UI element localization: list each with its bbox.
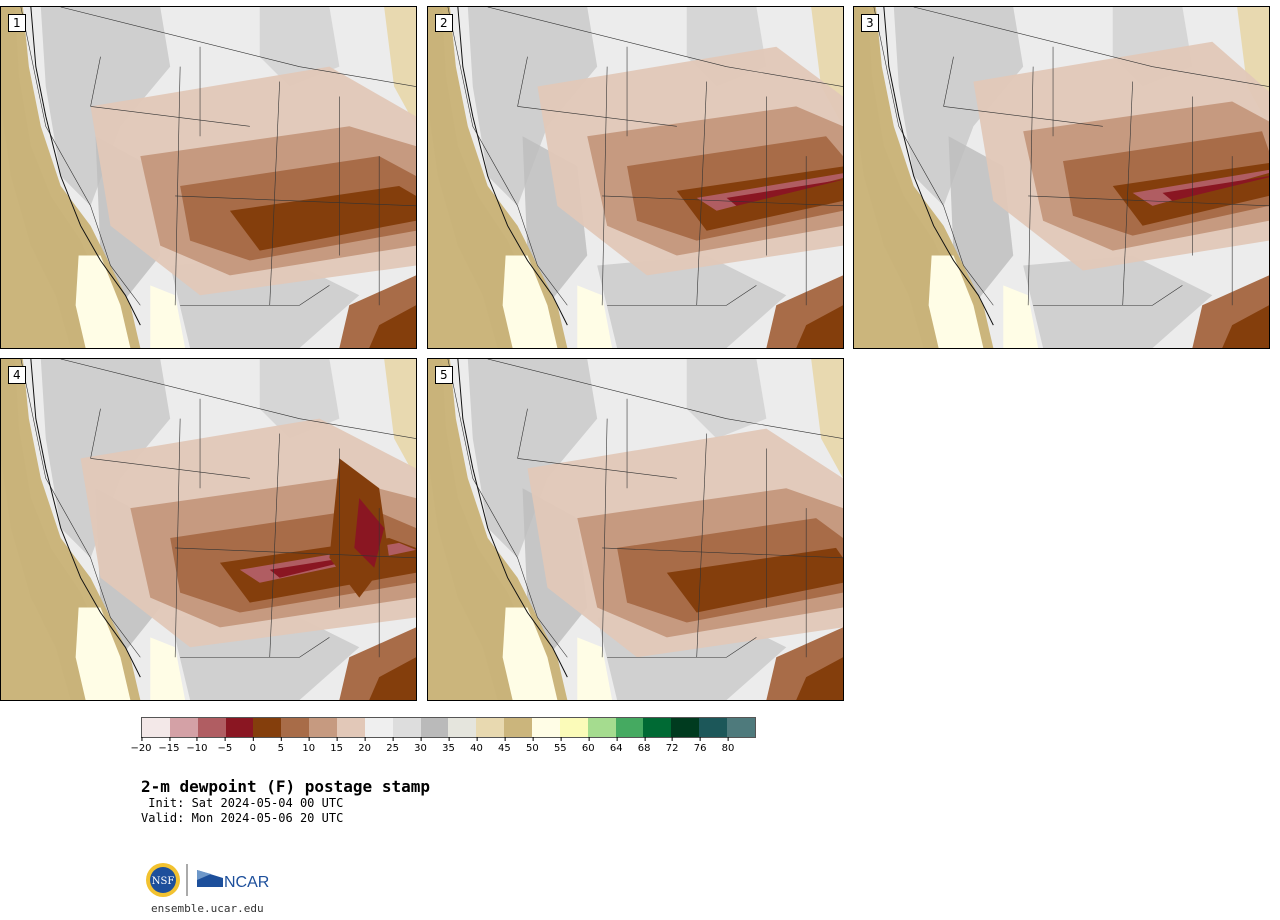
colorbar-swatch xyxy=(169,718,198,737)
stamp-panel-4[interactable]: 4 xyxy=(0,358,417,701)
panel-number: 4 xyxy=(8,366,26,384)
dewpoint-map xyxy=(854,7,1269,348)
colorbar-swatch xyxy=(559,718,588,737)
colorbar-tick-label: −20 xyxy=(130,737,152,754)
colorbar-swatch xyxy=(197,718,226,737)
colorbar-tick-label: 5 xyxy=(278,737,284,754)
colorbar-tick-label: 30 xyxy=(414,737,427,754)
colorbar-tick-label: 0 xyxy=(250,737,256,754)
colorbar-tick-label: 25 xyxy=(386,737,399,754)
colorbar-tick-label: 68 xyxy=(638,737,651,754)
panel-number: 2 xyxy=(435,14,453,32)
dewpoint-map xyxy=(428,359,843,700)
colorbar-swatch xyxy=(420,718,449,737)
colorbar-swatch xyxy=(364,718,393,737)
dewpoint-map xyxy=(1,7,416,348)
stamp-panel-3[interactable]: 3 xyxy=(853,6,1270,349)
colorbar-swatch xyxy=(476,718,505,737)
colorbar-swatch xyxy=(532,718,560,737)
colorbar-swatch xyxy=(504,718,533,737)
init-time: Init: Sat 2024-05-04 00 UTC xyxy=(141,796,344,810)
colorbar-tick-label: 80 xyxy=(722,737,734,754)
colorbar-tick-label: 35 xyxy=(442,737,455,754)
stamp-panel-2[interactable]: 2 xyxy=(427,6,844,349)
colorbar-swatch xyxy=(392,718,421,737)
colorbar-tick-label: −5 xyxy=(217,737,232,754)
colorbar-swatch xyxy=(253,718,282,737)
colorbar-swatch xyxy=(448,718,477,737)
ncar-wordmark: NCAR xyxy=(224,874,269,891)
colorbar-swatch xyxy=(587,718,616,737)
page-title: 2-m dewpoint (F) postage stamp xyxy=(141,777,430,796)
valid-time: Valid: Mon 2024-05-06 20 UTC xyxy=(141,811,344,825)
colorbar-tick-label: 50 xyxy=(526,737,539,754)
stamp-panel-5[interactable]: 5 xyxy=(427,358,844,701)
nsf-seal-icon: NSF xyxy=(146,863,180,897)
colorbar-tick-label: 15 xyxy=(330,737,343,754)
colorbar-swatch xyxy=(142,718,170,737)
colorbar-tick-label: 45 xyxy=(498,737,511,754)
stamp-panel-1[interactable]: 1 xyxy=(0,6,417,349)
nsf-ncar-logo: NSF NCAR xyxy=(146,863,269,897)
colorbar-tick-label: 72 xyxy=(666,737,678,754)
colorbar-swatch xyxy=(727,718,755,737)
svg-text:NSF: NSF xyxy=(152,876,175,887)
panel-number: 1 xyxy=(8,14,26,32)
colorbar-swatch xyxy=(337,718,365,737)
colorbar-swatch xyxy=(643,718,672,737)
colorbar-tick-label: 40 xyxy=(470,737,483,754)
colorbar-tick-label: 64 xyxy=(610,737,623,754)
colorbar-tick-label: 55 xyxy=(554,737,567,754)
site-url[interactable]: ensemble.ucar.edu xyxy=(151,902,264,915)
colorbar-tick-label: 76 xyxy=(694,737,706,754)
colorbar-swatch xyxy=(671,718,700,737)
colorbar-swatch xyxy=(281,718,310,737)
colorbar-tick-label: −15 xyxy=(158,737,180,754)
panel-number: 5 xyxy=(435,366,453,384)
panel-number: 3 xyxy=(861,14,879,32)
colorbar-tick-label: 60 xyxy=(582,737,595,754)
dewpoint-map xyxy=(428,7,843,348)
colorbar-swatch xyxy=(225,718,254,737)
colorbar xyxy=(141,717,756,738)
dewpoint-map xyxy=(1,359,416,700)
ncar-mark-icon xyxy=(197,870,223,887)
colorbar-tick-label: −10 xyxy=(186,737,207,754)
colorbar-swatch xyxy=(615,718,644,737)
colorbar-ticks: −20 −15 −10 −5 0 5 10 15 20 25 30 35 40 45 50 55 60 64 68 7… xyxy=(130,737,756,758)
colorbar-tick-label: 10 xyxy=(302,737,315,754)
colorbar-swatch xyxy=(309,718,338,737)
colorbar-swatch xyxy=(699,718,728,737)
colorbar-tick-label: 20 xyxy=(358,737,371,754)
